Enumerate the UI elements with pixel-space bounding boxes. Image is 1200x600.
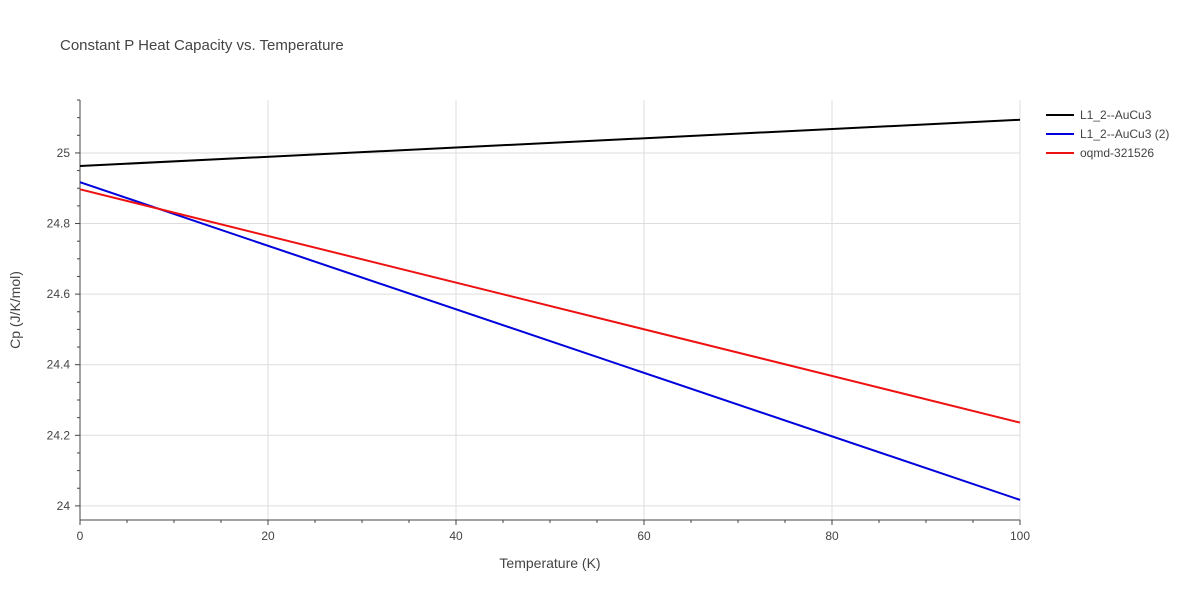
legend-label[interactable]: oqmd-321526 <box>1080 146 1154 160</box>
x-tick-label: 60 <box>637 529 651 543</box>
legend: L1_2--AuCu3 L1_2--AuCu3 (2) oqmd-321526 <box>1046 108 1169 160</box>
y-tick-label: 24 <box>57 499 71 513</box>
legend-label[interactable]: L1_2--AuCu3 <box>1080 108 1152 122</box>
y-tick-label: 24.2 <box>47 428 71 442</box>
chart-title: Constant P Heat Capacity vs. Temperature <box>60 37 344 54</box>
x-tick-label: 40 <box>449 529 463 543</box>
x-tick-label: 100 <box>1010 529 1030 543</box>
series-line-1 <box>79 118 1021 167</box>
x-tick-label: 80 <box>825 529 839 543</box>
series-line-2 <box>79 181 1021 501</box>
x-tick-label: 20 <box>261 529 275 543</box>
y-tick-label: 24.4 <box>47 358 71 372</box>
y-tick-label: 25 <box>57 146 71 160</box>
tick-labels: 0 20 40 60 80 100 24 24.2 24.4 24.6 24.8 25 <box>47 146 1031 543</box>
x-axis-title: Temperature (K) <box>499 555 600 571</box>
y-tick-label: 24.6 <box>47 287 71 301</box>
series-lines <box>79 118 1021 501</box>
y-axis-title: Cp (J/K/mol) <box>7 271 23 349</box>
x-tick-label: 0 <box>77 529 84 543</box>
legend-label[interactable]: L1_2--AuCu3 (2) <box>1080 127 1169 141</box>
y-tick-label: 24.8 <box>47 217 71 231</box>
grid <box>80 100 1021 520</box>
series-line-3 <box>79 188 1021 424</box>
axes <box>75 99 1021 525</box>
